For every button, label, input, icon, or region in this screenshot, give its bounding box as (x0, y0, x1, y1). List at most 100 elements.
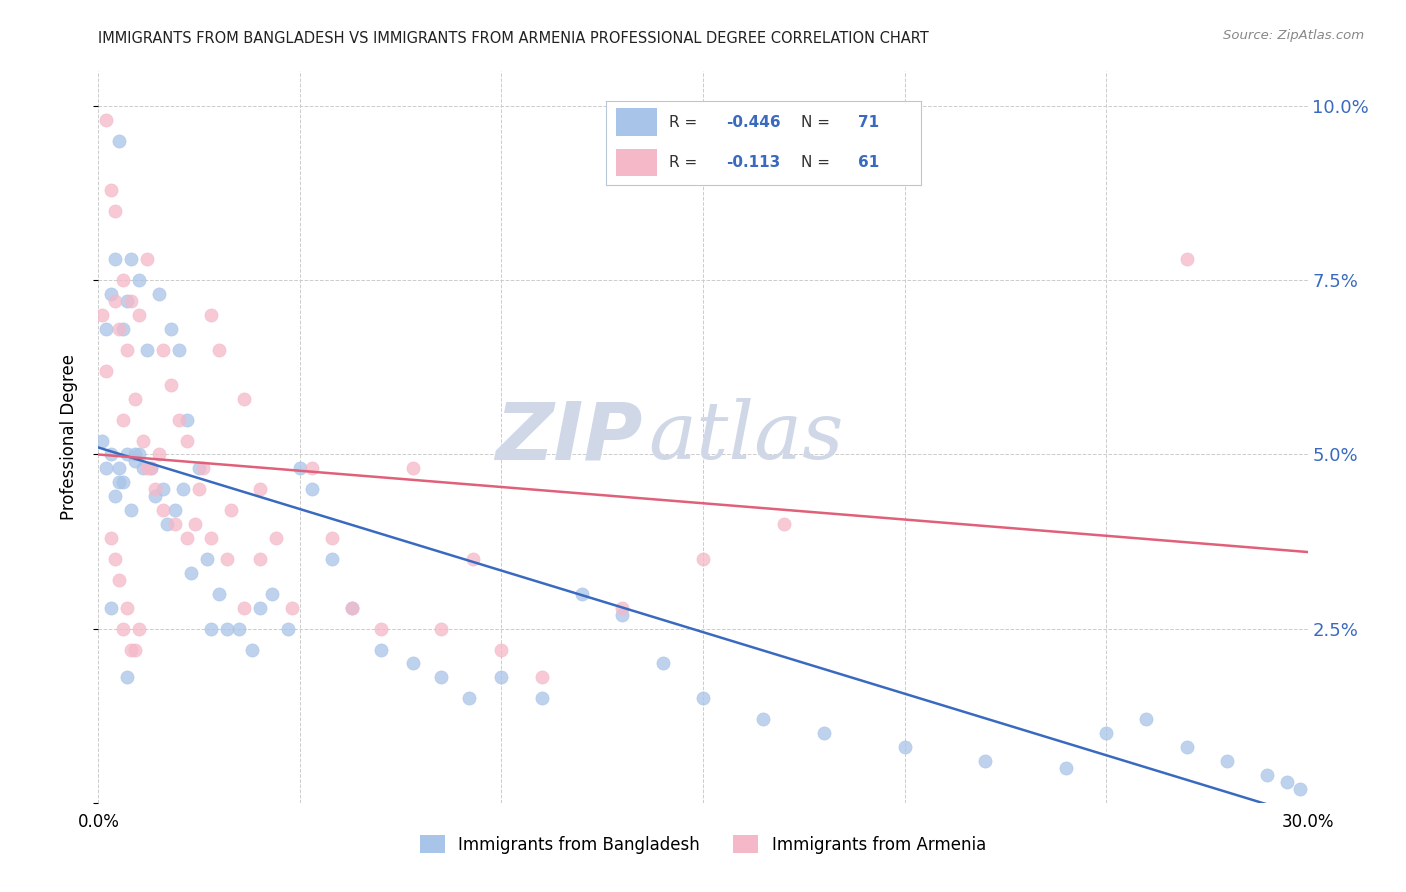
Point (96, 461, 118, 475)
Point (321, 531, 343, 545)
Point (163, 517, 186, 532)
Point (143, 489, 166, 503)
Point (1277, 775, 1299, 789)
Point (107, 573, 129, 587)
Point (120, 503, 142, 517)
Point (167, 412, 190, 426)
Point (111, 273, 134, 287)
Point (530, 670, 553, 684)
Point (100, 183, 122, 197)
Point (107, 134, 129, 148)
Point (128, 448, 150, 462)
Point (148, 448, 170, 462)
Point (111, 412, 134, 426)
Point (120, 294, 142, 309)
Point (752, 712, 775, 726)
Point (100, 531, 122, 545)
Point (132, 434, 155, 448)
Point (458, 691, 481, 706)
Point (249, 483, 271, 497)
Point (228, 622, 250, 636)
Point (115, 343, 138, 357)
Point (139, 461, 162, 475)
Point (156, 517, 179, 532)
Point (342, 600, 364, 615)
Point (96, 113, 118, 128)
Point (115, 670, 138, 684)
Point (370, 642, 392, 657)
Point (288, 461, 311, 475)
Point (115, 600, 138, 615)
Point (184, 517, 207, 532)
Point (120, 252, 142, 267)
Point (301, 461, 323, 475)
Point (232, 600, 254, 615)
Point (163, 503, 186, 517)
Point (139, 461, 162, 475)
Legend: Immigrants from Bangladesh, Immigrants from Armenia: Immigrants from Bangladesh, Immigrants f… (413, 829, 993, 860)
Point (100, 448, 122, 462)
Point (1216, 754, 1239, 768)
Point (193, 461, 215, 475)
Point (430, 622, 453, 636)
Point (91, 308, 114, 322)
Point (692, 552, 714, 566)
Point (402, 657, 425, 671)
Point (232, 392, 254, 406)
Point (124, 454, 146, 468)
Point (152, 483, 174, 497)
Y-axis label: Professional Degree: Professional Degree (59, 354, 77, 520)
Point (1288, 781, 1310, 796)
Point (249, 600, 271, 615)
Point (240, 642, 263, 657)
Point (100, 600, 122, 615)
Point (135, 461, 157, 475)
Point (571, 587, 593, 601)
Point (167, 343, 190, 357)
Point (530, 691, 553, 706)
Point (772, 517, 794, 532)
Point (200, 308, 222, 322)
Point (148, 287, 170, 301)
Point (160, 322, 183, 336)
Point (111, 475, 134, 490)
Point (463, 552, 485, 566)
Point (208, 587, 231, 601)
Point (277, 622, 299, 636)
Point (1175, 252, 1198, 267)
Point (221, 503, 243, 517)
Point (692, 691, 714, 706)
Point (402, 461, 425, 475)
Point (103, 294, 125, 309)
Point (893, 740, 915, 755)
Text: ZIP: ZIP (495, 398, 643, 476)
Point (103, 552, 125, 566)
Point (124, 642, 146, 657)
Point (342, 600, 364, 615)
Point (111, 322, 134, 336)
Point (491, 670, 513, 684)
Point (111, 622, 134, 636)
Point (281, 600, 304, 615)
Point (1256, 768, 1278, 782)
Point (180, 566, 202, 580)
Point (152, 343, 174, 357)
Point (135, 252, 157, 267)
Point (176, 434, 198, 448)
Point (124, 392, 146, 406)
Point (249, 552, 271, 566)
Point (176, 412, 198, 426)
Point (195, 552, 218, 566)
Point (264, 531, 287, 545)
Point (128, 308, 150, 322)
Point (107, 322, 129, 336)
Point (1175, 740, 1198, 755)
Point (188, 483, 211, 497)
Point (128, 622, 150, 636)
Point (651, 657, 673, 671)
Point (1095, 726, 1118, 740)
Point (813, 726, 835, 740)
Point (96, 364, 118, 378)
Point (132, 461, 155, 475)
Point (1054, 761, 1077, 775)
